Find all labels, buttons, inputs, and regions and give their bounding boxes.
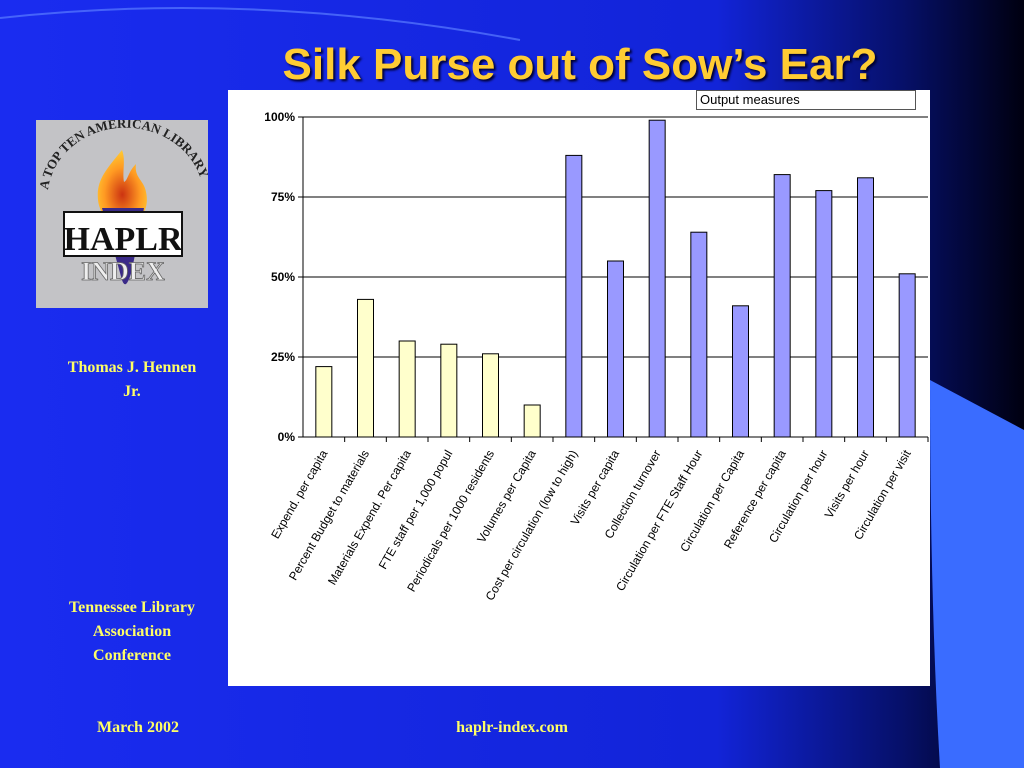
category-label-14: Visits per hour — [822, 447, 872, 520]
bar-6 — [523, 404, 541, 438]
y-tick-label: 75% — [271, 190, 295, 204]
y-tick-label: 100% — [264, 110, 295, 124]
bar-8 — [607, 260, 624, 438]
category-label-3: Materials Expend. Per capita — [325, 447, 414, 587]
y-tick-label: 0% — [278, 430, 296, 444]
logo-name: HAPLR — [64, 221, 183, 258]
bar-15 — [898, 273, 916, 438]
chart-legend: Output measures — [696, 90, 916, 110]
presentation-date: March 2002 — [97, 719, 179, 736]
haplr-logo: A TOP TEN AMERICAN LIBRARY HAPLR INDEX — [36, 116, 212, 308]
bar-14 — [857, 177, 874, 438]
y-tick-label: 25% — [271, 350, 295, 364]
website-link[interactable]: haplr-index.com — [456, 719, 568, 736]
y-tick-label: 50% — [271, 270, 295, 284]
bar-12 — [773, 174, 791, 438]
slide-title: Silk Purse out of Sow’s Ear? — [282, 40, 878, 89]
category-label-10: Circulation per FTE Staff Hour — [613, 448, 705, 594]
chart-panel: 0% 25% 50% 75% 100% Expend. per capita Percent… — [228, 90, 930, 686]
logo-subtitle: INDEX — [81, 257, 165, 286]
author-name: Thomas J. Hennen Jr. — [67, 359, 197, 400]
decorative-wedge — [930, 380, 1024, 768]
bar-4 — [440, 343, 458, 438]
bar-11 — [732, 305, 749, 438]
conference-name: Tennessee Library Association Conference — [68, 599, 196, 664]
bar-9 — [648, 119, 666, 438]
bar-chart: 0%25%50%75%100%Expend. per capitaPercent… — [264, 110, 929, 603]
bar-3 — [398, 340, 416, 438]
bar-10 — [690, 231, 708, 438]
bar-2 — [357, 298, 374, 438]
bar-1 — [315, 366, 333, 438]
category-label-4: FTE staff per 1,000 popul — [376, 448, 456, 572]
category-label-2: Percent Budget to materials — [286, 448, 372, 583]
bar-13 — [815, 190, 833, 438]
bar-7 — [565, 154, 583, 438]
bar-5 — [482, 353, 499, 438]
flame-icon — [97, 150, 147, 225]
